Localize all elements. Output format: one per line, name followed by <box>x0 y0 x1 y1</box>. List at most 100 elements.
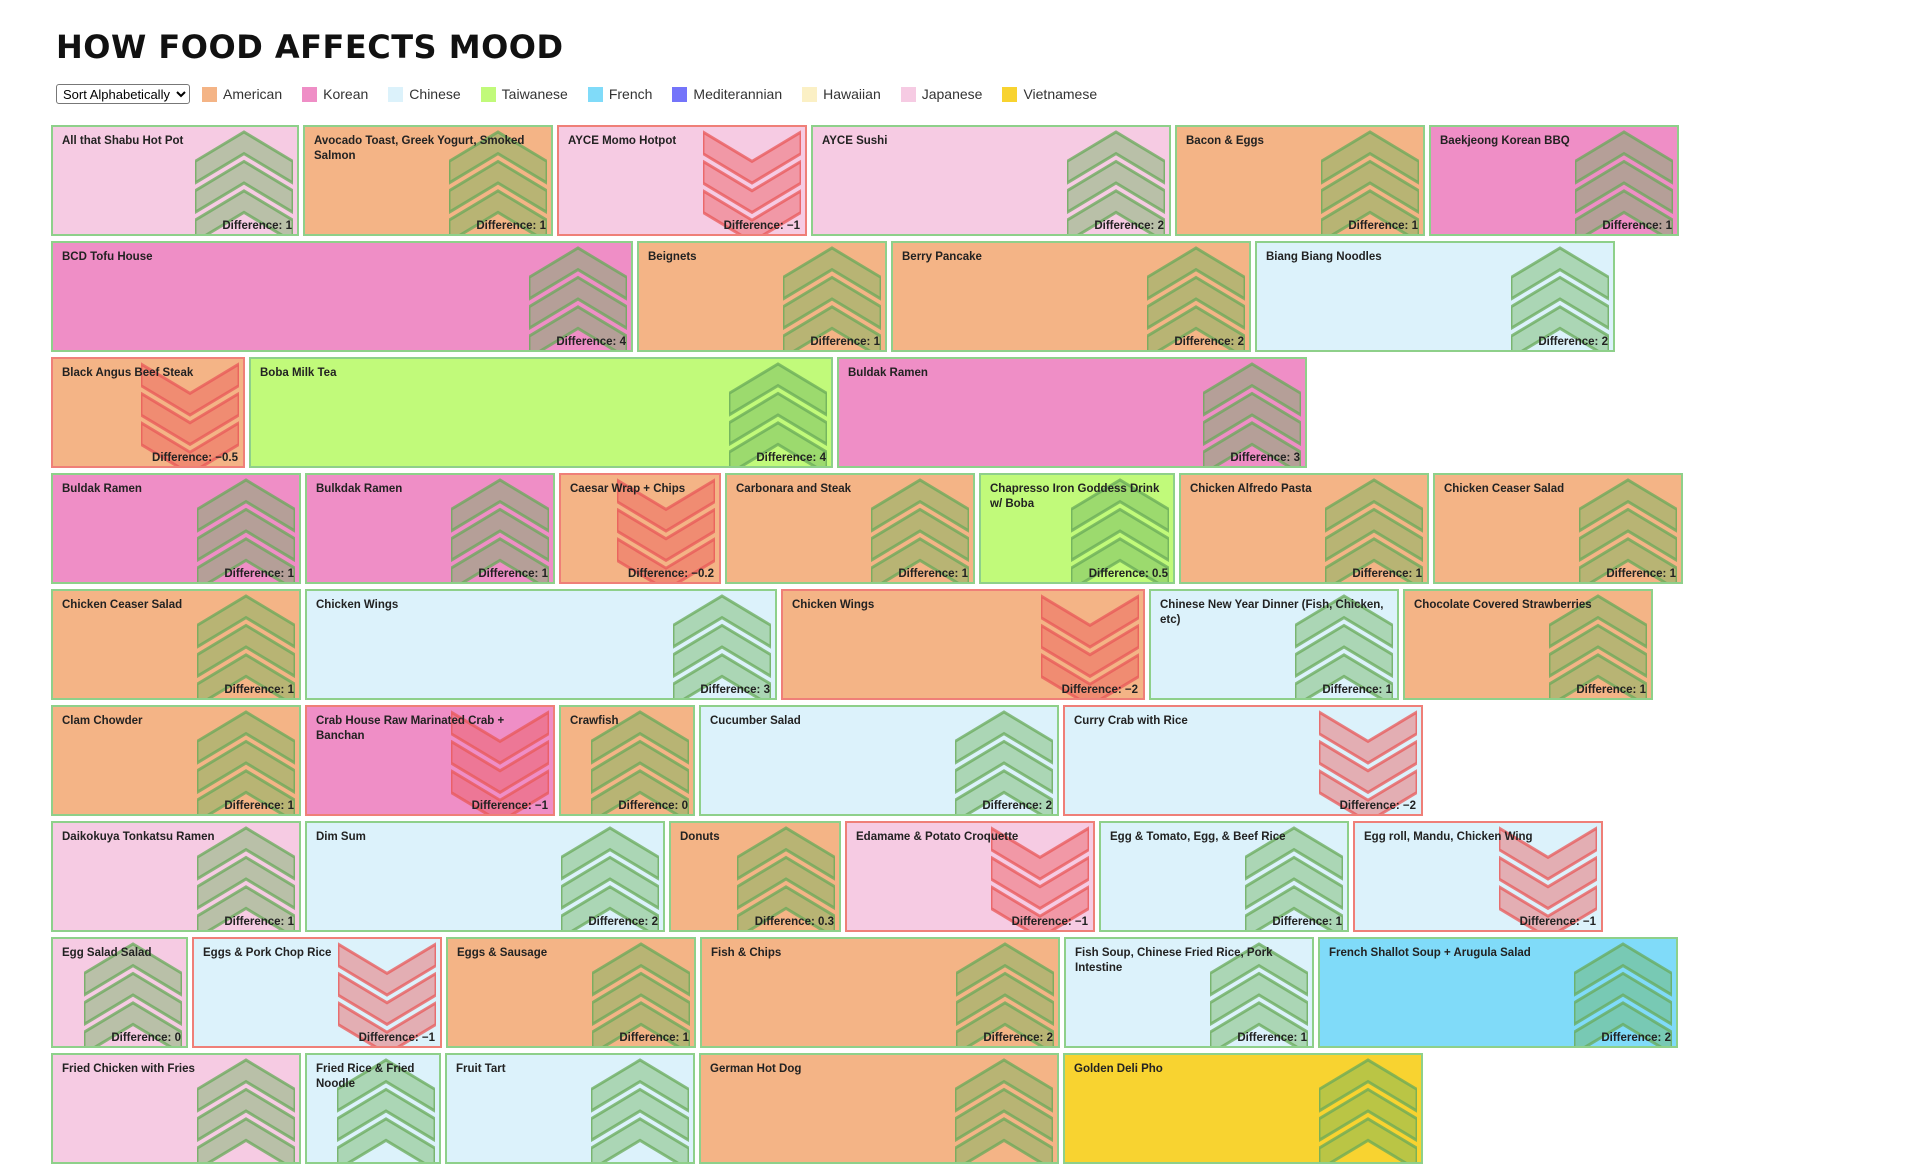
difference-label: Difference: <box>1519 916 1580 928</box>
food-tile[interactable]: Black Angus Beef Steak Difference: −0.5 <box>51 357 245 468</box>
sort-select[interactable]: Sort Alphabetically <box>56 84 190 104</box>
food-tile[interactable]: AYCE Momo Hotpot Difference: −1 <box>557 125 807 236</box>
mood-difference: Difference: 1 <box>1576 684 1646 696</box>
food-tile[interactable]: Buldak Ramen Difference: 1 <box>51 473 301 584</box>
food-name: Biang Biang Noodles <box>1266 251 1382 263</box>
difference-value: 0.5 <box>1152 568 1168 580</box>
food-name: Baekjeong Korean BBQ <box>1440 135 1570 147</box>
mood-up-chevron-icon <box>197 710 295 814</box>
food-tile[interactable]: Crab House Raw Marinated Crab + Banchan D… <box>305 705 555 816</box>
food-tile[interactable]: Berry Pancake Difference: 2 <box>891 241 1251 352</box>
difference-label: Difference: <box>1094 220 1155 232</box>
food-tile[interactable]: Clam Chowder Difference: 1 <box>51 705 301 816</box>
mood-up-chevron-icon <box>729 362 827 466</box>
difference-value: −0.5 <box>215 452 238 464</box>
mood-difference: Difference: −1 <box>1012 916 1088 928</box>
food-name: Bulkdak Ramen <box>316 483 403 495</box>
legend-swatch <box>480 86 496 102</box>
food-tile[interactable]: Beignets Difference: 1 <box>637 241 887 352</box>
food-tile[interactable]: Caesar Wrap + Chips Difference: −0.2 <box>559 473 721 584</box>
mood-up-chevron-icon <box>451 478 549 582</box>
food-name: Beignets <box>648 251 697 263</box>
mood-difference: Difference: 4 <box>556 336 626 348</box>
food-tile[interactable]: Cucumber Salad Difference: 2 <box>699 705 1059 816</box>
food-tile[interactable]: Eggs & Pork Chop Rice Difference: −1 <box>192 937 442 1048</box>
difference-label: Difference: <box>224 916 285 928</box>
food-tile[interactable]: Egg & Tomato, Egg, & Beef Rice Difference… <box>1099 821 1349 932</box>
difference-label: Difference: <box>478 568 539 580</box>
difference-value: 0.3 <box>818 916 834 928</box>
difference-value: 2 <box>1237 336 1244 348</box>
difference-value: 1 <box>1639 684 1646 696</box>
legend-label: Vietnamese <box>1023 86 1098 102</box>
mood-difference: Difference: 1 <box>224 684 294 696</box>
legend-item-hawaiian: Hawaiian <box>802 86 881 102</box>
difference-label: Difference: <box>982 800 1043 812</box>
food-tile[interactable]: Edamame & Potato Croquette Difference: −1 <box>845 821 1095 932</box>
difference-value: −2 <box>1124 684 1138 696</box>
food-tile[interactable]: Chicken Alfredo Pasta Difference: 1 <box>1179 473 1429 584</box>
food-tile[interactable]: Chicken Wings Difference: 3 <box>305 589 777 700</box>
food-tile[interactable]: Golden Deli Pho <box>1063 1053 1423 1164</box>
food-tile[interactable]: Chocolate Covered Strawberries Difference… <box>1403 589 1653 700</box>
difference-value: 1 <box>287 684 294 696</box>
food-name: Egg & Tomato, Egg, & Beef Rice <box>1110 831 1286 843</box>
food-tile[interactable]: Biang Biang Noodles Difference: 2 <box>1255 241 1615 352</box>
mood-up-chevron-icon <box>449 130 547 234</box>
food-tile[interactable]: German Hot Dog <box>699 1053 1059 1164</box>
food-tile[interactable]: Crawfish Difference: 0 <box>559 705 695 816</box>
food-tile[interactable]: Avocado Toast, Greek Yogurt, Smoked Salm… <box>303 125 553 236</box>
legend-swatch <box>900 86 916 102</box>
food-tile[interactable]: Daikokuya Tonkatsu Ramen Difference: 1 <box>51 821 301 932</box>
food-tile[interactable]: Fried Rice & Fried Noodle <box>305 1053 441 1164</box>
food-tile[interactable]: Fish & Chips Difference: 2 <box>700 937 1060 1048</box>
food-tile[interactable]: Chicken Ceaser Salad Difference: 1 <box>1433 473 1683 584</box>
mood-difference: Difference: 1 <box>478 568 548 580</box>
food-tile[interactable]: Curry Crab with Rice Difference: −2 <box>1063 705 1423 816</box>
food-tile[interactable]: Carbonara and Steak Difference: 1 <box>725 473 975 584</box>
food-tile[interactable]: Bulkdak Ramen Difference: 1 <box>305 473 555 584</box>
food-tile[interactable]: Chicken Wings Difference: −2 <box>781 589 1145 700</box>
food-tile[interactable]: Dim Sum Difference: 2 <box>305 821 665 932</box>
food-tile[interactable]: Egg Salad Salad Difference: 0 <box>51 937 188 1048</box>
mood-up-chevron-icon <box>1203 362 1301 466</box>
food-name: French Shallot Soup + Arugula Salad <box>1329 947 1531 959</box>
difference-value: 1 <box>541 568 548 580</box>
difference-value: 1 <box>873 336 880 348</box>
food-tile[interactable]: Egg roll, Mandu, Chicken Wing Difference:… <box>1353 821 1603 932</box>
difference-value: 3 <box>763 684 770 696</box>
food-tile[interactable]: Chapresso Iron Goddess Drink w/ Boba Diff… <box>979 473 1175 584</box>
food-tile[interactable]: AYCE Sushi Difference: 2 <box>811 125 1171 236</box>
food-tile[interactable]: Buldak Ramen Difference: 3 <box>837 357 1307 468</box>
difference-value: 2 <box>1601 336 1608 348</box>
food-tile[interactable]: Bacon & Eggs Difference: 1 <box>1175 125 1425 236</box>
difference-value: 1 <box>287 800 294 812</box>
food-tile[interactable]: Fried Chicken with Fries <box>51 1053 301 1164</box>
mood-difference: Difference: 1 <box>810 336 880 348</box>
food-tile[interactable]: Baekjeong Korean BBQ Difference: 1 <box>1429 125 1679 236</box>
food-tile[interactable]: Fruit Tart <box>445 1053 695 1164</box>
mood-up-chevron-icon <box>84 942 182 1046</box>
legend-label: Mediterannian <box>693 86 783 102</box>
food-tile[interactable]: BCD Tofu House Difference: 4 <box>51 241 633 352</box>
mood-up-chevron-icon <box>737 826 835 930</box>
food-tile[interactable]: Boba Milk Tea Difference: 4 <box>249 357 833 468</box>
food-tile[interactable]: Fish Soup, Chinese Fried Rice, Pork Inte… <box>1064 937 1314 1048</box>
mood-up-chevron-icon <box>1067 130 1165 234</box>
food-tile[interactable]: Eggs & Sausage Difference: 1 <box>446 937 696 1048</box>
food-tile[interactable]: French Shallot Soup + Arugula Salad Diffe… <box>1318 937 1678 1048</box>
food-tile[interactable]: Chicken Ceaser Salad Difference: 1 <box>51 589 301 700</box>
difference-value: 1 <box>961 568 968 580</box>
food-tile[interactable]: All that Shabu Hot Pot Difference: 1 <box>51 125 299 236</box>
food-tile[interactable]: Donuts Difference: 0.3 <box>669 821 841 932</box>
food-name: Chinese New Year Dinner (Fish, Chicken, … <box>1160 599 1384 626</box>
food-name: Fried Rice & Fried Noodle <box>316 1063 415 1090</box>
mood-down-chevron-icon <box>1319 710 1417 814</box>
mood-up-chevron-icon <box>673 594 771 698</box>
difference-label: Difference: <box>700 684 761 696</box>
legend-item-japanese: Japanese <box>900 86 982 102</box>
food-name: Carbonara and Steak <box>736 483 852 495</box>
food-tile[interactable]: Chinese New Year Dinner (Fish, Chicken, … <box>1149 589 1399 700</box>
mood-up-chevron-icon <box>1210 942 1308 1046</box>
difference-label: Difference: <box>224 568 285 580</box>
